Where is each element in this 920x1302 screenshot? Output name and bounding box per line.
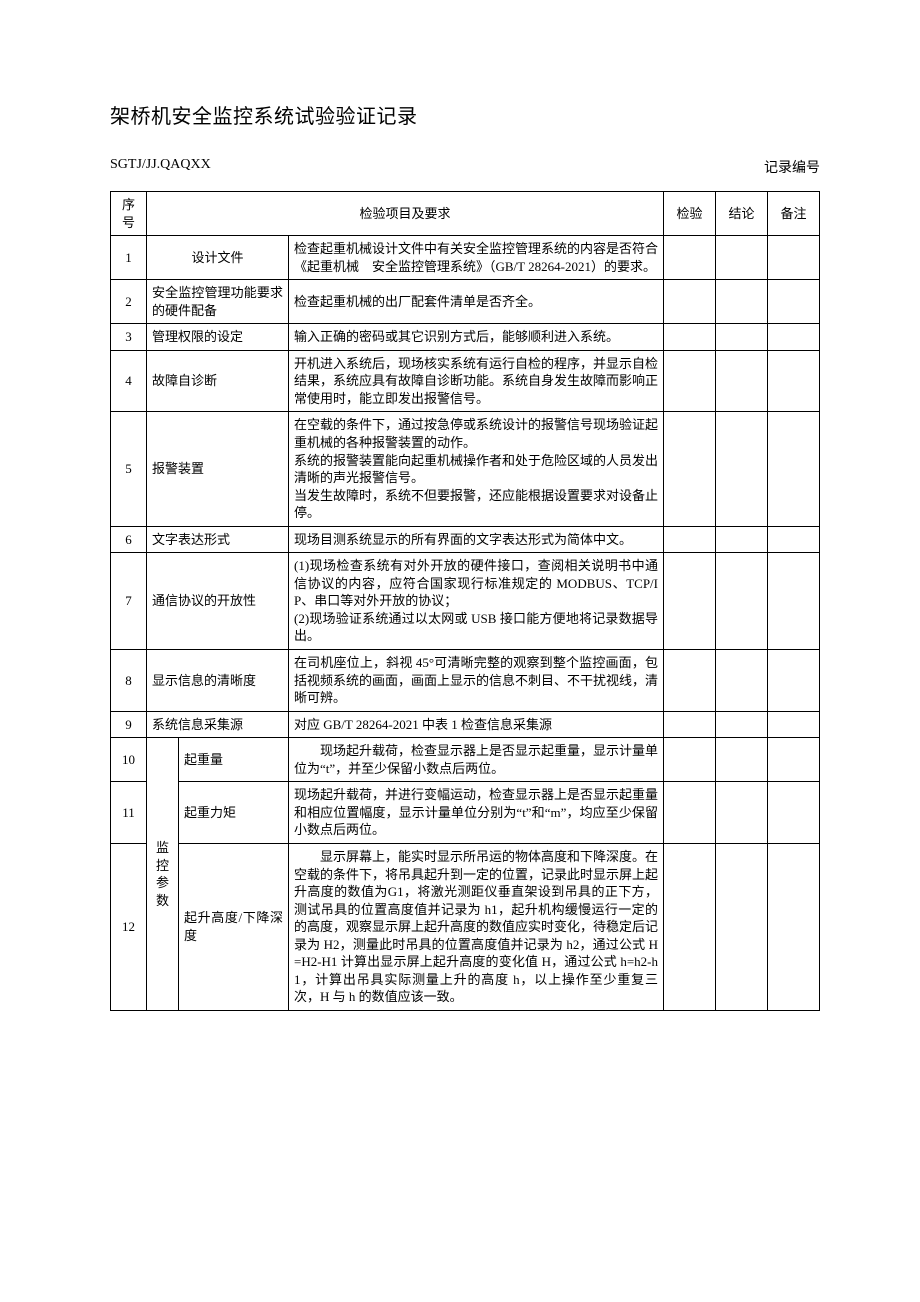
table-row: 10 监控参数 起重量 现场起升载荷，检查显示器上是否显示起重量，显示计量单位为… — [111, 738, 820, 782]
cell-seq: 1 — [111, 236, 147, 280]
cell-seq: 5 — [111, 412, 147, 526]
cell-seq: 3 — [111, 324, 147, 351]
cell-check — [664, 553, 716, 650]
cell-check — [664, 236, 716, 280]
cell-remark — [768, 324, 820, 351]
inspection-table: 序号 检验项目及要求 检验 结论 备注 1 设计文件 检查起重机械设计文件中有关… — [110, 191, 820, 1011]
cell-remark — [768, 350, 820, 412]
table-row: 2 安全监控管理功能要求的硬件配备 检查起重机械的出厂配套件清单是否齐全。 — [111, 280, 820, 324]
cell-check — [664, 412, 716, 526]
cell-check — [664, 526, 716, 553]
cell-item-name: 起重力矩 — [179, 782, 289, 844]
cell-result — [716, 526, 768, 553]
cell-item-name: 设计文件 — [147, 236, 289, 280]
cell-check — [664, 650, 716, 712]
table-row: 12 起升高度/下降深度 显示屏幕上，能实时显示所吊运的物体高度和下降深度。在空… — [111, 843, 820, 1010]
cell-seq: 11 — [111, 782, 147, 844]
cell-remark — [768, 526, 820, 553]
table-header-row: 序号 检验项目及要求 检验 结论 备注 — [111, 192, 820, 236]
cell-requirement: 现场起升载荷，检查显示器上是否显示起重量，显示计量单位为“t”，并至少保留小数点… — [289, 738, 664, 782]
meta-row: SGTJ/JJ.QAQXX 记录编号 — [110, 157, 820, 177]
cell-seq: 4 — [111, 350, 147, 412]
cell-seq: 6 — [111, 526, 147, 553]
cell-check — [664, 843, 716, 1010]
cell-result — [716, 350, 768, 412]
cell-seq: 2 — [111, 280, 147, 324]
table-row: 9 系统信息采集源 对应 GB/T 28264-2021 中表 1 检查信息采集… — [111, 711, 820, 738]
cell-result — [716, 236, 768, 280]
cell-result — [716, 324, 768, 351]
cell-remark — [768, 553, 820, 650]
cell-result — [716, 650, 768, 712]
cell-seq: 10 — [111, 738, 147, 782]
table-row: 6 文字表达形式 现场目测系统显示的所有界面的文字表达形式为简体中文。 — [111, 526, 820, 553]
cell-result — [716, 280, 768, 324]
cell-item-name: 起重量 — [179, 738, 289, 782]
table-row: 11 起重力矩 现场起升载荷，并进行变幅运动，检查显示器上是否显示起重量和相应位… — [111, 782, 820, 844]
cell-requirement: 输入正确的密码或其它识别方式后，能够顺利进入系统。 — [289, 324, 664, 351]
cell-remark — [768, 711, 820, 738]
cell-remark — [768, 650, 820, 712]
header-check: 检验 — [664, 192, 716, 236]
cell-remark — [768, 782, 820, 844]
document-page: 架桥机安全监控系统试验验证记录 SGTJ/JJ.QAQXX 记录编号 序号 检验… — [0, 0, 920, 1302]
cell-requirement: 在空载的条件下，通过按急停或系统设计的报警信号现场验证起重机械的各种报警装置的动… — [289, 412, 664, 526]
cell-item-name: 显示信息的清晰度 — [147, 650, 289, 712]
table-row: 3 管理权限的设定 输入正确的密码或其它识别方式后，能够顺利进入系统。 — [111, 324, 820, 351]
cell-remark — [768, 280, 820, 324]
cell-requirement: 显示屏幕上，能实时显示所吊运的物体高度和下降深度。在空载的条件下，将吊具起升到一… — [289, 843, 664, 1010]
cell-result — [716, 711, 768, 738]
cell-check — [664, 782, 716, 844]
document-code: SGTJ/JJ.QAQXX — [110, 157, 211, 177]
cell-check — [664, 280, 716, 324]
cell-seq: 8 — [111, 650, 147, 712]
record-number-label: 记录编号 — [764, 157, 820, 177]
cell-remark — [768, 236, 820, 280]
header-seq: 序号 — [111, 192, 147, 236]
cell-seq: 12 — [111, 843, 147, 1010]
cell-result — [716, 843, 768, 1010]
cell-requirement: 在司机座位上，斜视 45°可清晰完整的观察到整个监控画面，包括视频系统的画面，画… — [289, 650, 664, 712]
cell-remark — [768, 738, 820, 782]
page-title: 架桥机安全监控系统试验验证记录 — [110, 100, 820, 129]
cell-result — [716, 782, 768, 844]
cell-check — [664, 324, 716, 351]
cell-requirement: 现场目测系统显示的所有界面的文字表达形式为简体中文。 — [289, 526, 664, 553]
table-row: 5 报警装置 在空载的条件下，通过按急停或系统设计的报警信号现场验证起重机械的各… — [111, 412, 820, 526]
cell-item-name: 文字表达形式 — [147, 526, 289, 553]
cell-item-name: 报警装置 — [147, 412, 289, 526]
header-result: 结论 — [716, 192, 768, 236]
cell-result — [716, 412, 768, 526]
cell-requirement: 现场起升载荷，并进行变幅运动，检查显示器上是否显示起重量和相应位置幅度，显示计量… — [289, 782, 664, 844]
cell-check — [664, 350, 716, 412]
cell-check — [664, 711, 716, 738]
cell-item-name: 安全监控管理功能要求的硬件配备 — [147, 280, 289, 324]
cell-item-name: 系统信息采集源 — [147, 711, 289, 738]
cell-result — [716, 553, 768, 650]
cell-result — [716, 738, 768, 782]
header-item: 检验项目及要求 — [147, 192, 664, 236]
cell-item-name: 通信协议的开放性 — [147, 553, 289, 650]
cell-requirement: 检查起重机械的出厂配套件清单是否齐全。 — [289, 280, 664, 324]
cell-group-label: 监控参数 — [147, 738, 179, 1011]
cell-seq: 9 — [111, 711, 147, 738]
cell-requirement: 开机进入系统后，现场核实系统有运行自检的程序，并显示自检结果，系统应具有故障自诊… — [289, 350, 664, 412]
table-row: 8 显示信息的清晰度 在司机座位上，斜视 45°可清晰完整的观察到整个监控画面，… — [111, 650, 820, 712]
header-remark: 备注 — [768, 192, 820, 236]
cell-requirement: 对应 GB/T 28264-2021 中表 1 检查信息采集源 — [289, 711, 664, 738]
table-row: 7 通信协议的开放性 (1)现场检查系统有对外开放的硬件接口，查阅相关说明书中通… — [111, 553, 820, 650]
table-row: 4 故障自诊断 开机进入系统后，现场核实系统有运行自检的程序，并显示自检结果，系… — [111, 350, 820, 412]
cell-seq: 7 — [111, 553, 147, 650]
cell-requirement: (1)现场检查系统有对外开放的硬件接口，查阅相关说明书中通信协议的内容，应符合国… — [289, 553, 664, 650]
table-row: 1 设计文件 检查起重机械设计文件中有关安全监控管理系统的内容是否符合《起重机械… — [111, 236, 820, 280]
cell-remark — [768, 412, 820, 526]
cell-requirement: 检查起重机械设计文件中有关安全监控管理系统的内容是否符合《起重机械 安全监控管理… — [289, 236, 664, 280]
cell-item-name: 故障自诊断 — [147, 350, 289, 412]
cell-check — [664, 738, 716, 782]
cell-item-name: 起升高度/下降深度 — [179, 843, 289, 1010]
cell-remark — [768, 843, 820, 1010]
cell-item-name: 管理权限的设定 — [147, 324, 289, 351]
